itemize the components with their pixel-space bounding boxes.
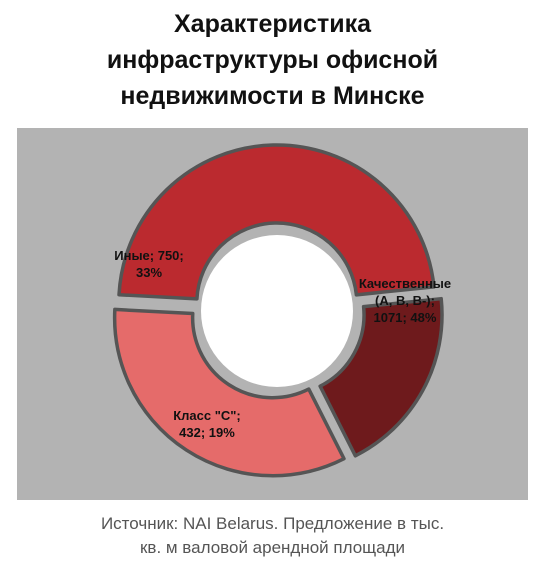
slice-label-0: Качественные (А, В, В-); 1071; 48% — [359, 276, 451, 325]
title-line-3: недвижимости в Минске — [120, 82, 425, 110]
donut-slice-0 — [117, 143, 436, 301]
title-line-2: инфраструктуры офисной — [106, 46, 439, 74]
title-line-1: Характеристика — [174, 10, 371, 38]
source-line-2: кв. м валовой арендной площади — [139, 538, 406, 557]
donut-slice-2 — [112, 307, 346, 478]
chart-source-note: Источник: NAI Belarus. Предложение в тыс… — [0, 512, 545, 560]
donut-hole — [201, 235, 353, 387]
donut-chart: Качественные (А, В, В-); 1071; 48% Класс "С… — [112, 143, 451, 478]
donut-slice-1 — [318, 296, 444, 458]
chart-area: Качественные (А, В, В-); 1071; 48% Класс "С… — [17, 128, 528, 500]
chart-title: Характеристика инфраструктуры офисной не… — [0, 6, 545, 114]
slice-label-1: Класс "С"; 432; 19% — [173, 408, 241, 440]
slice-label-2: Иные; 750; 33% — [114, 248, 184, 280]
source-line-1: Источник: NAI Belarus. Предложение в тыс… — [100, 514, 445, 533]
